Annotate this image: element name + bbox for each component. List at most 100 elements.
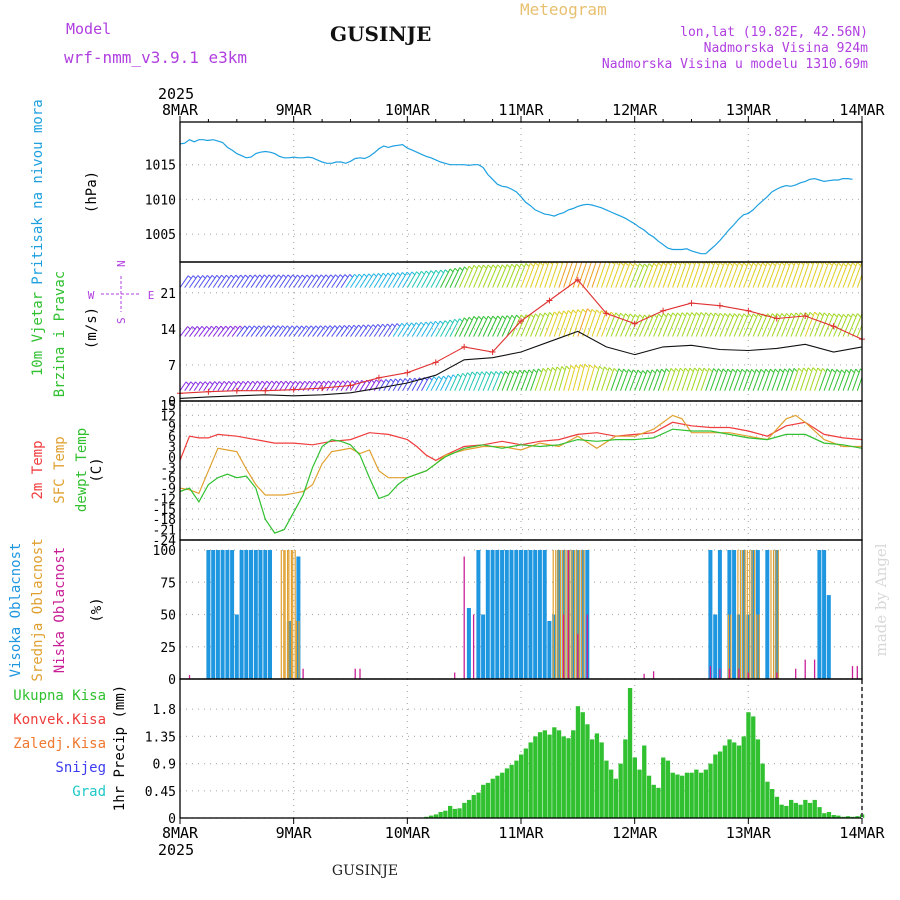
wind-barb	[530, 313, 541, 337]
wind-barb	[222, 325, 231, 337]
precip-bar	[556, 730, 562, 818]
wind-barb	[842, 369, 852, 391]
y-tick-label: -21	[153, 524, 176, 539]
wind-barb	[653, 262, 664, 288]
compass-west: W	[88, 289, 95, 302]
wind-barb	[463, 316, 475, 337]
wind-barb-feather	[770, 368, 774, 373]
wind-barb	[743, 313, 754, 337]
wind-barb-feather	[463, 317, 468, 322]
wind-barb	[312, 274, 322, 288]
wind-barb	[316, 274, 327, 288]
wind-barb-feather	[814, 311, 819, 316]
precip-bar	[613, 778, 618, 818]
wind-barb	[279, 325, 288, 337]
y-tick-label: 14	[160, 323, 176, 338]
precip-bar	[623, 739, 628, 818]
wind-barb	[454, 266, 465, 288]
wind-barb-feather	[563, 310, 567, 315]
wind-barb-feather	[558, 311, 563, 315]
wind-barb-feather	[713, 368, 717, 372]
wind-barb-feather	[841, 369, 845, 374]
cloud-high-bar	[495, 550, 500, 679]
x-tick-label-bottom: 12MAR	[612, 824, 658, 842]
wind-barb-feather	[478, 316, 482, 320]
wind-barb	[539, 312, 550, 337]
wind-barb	[193, 275, 204, 288]
wind-barb-feather	[689, 367, 694, 372]
wind-barb	[553, 366, 563, 391]
wind-gust-marker	[404, 369, 411, 376]
wind-barb-feather	[575, 364, 579, 369]
wind-barb	[435, 375, 444, 391]
wind-barb	[255, 274, 265, 288]
wind-barb-feather	[294, 380, 299, 385]
wind-barb-feather	[447, 375, 452, 379]
wind-barb	[790, 368, 800, 391]
wind-barb	[601, 311, 612, 337]
wind-barb-feather	[591, 308, 596, 313]
y-tick-label: 100	[153, 544, 176, 559]
wind-barb	[421, 321, 432, 337]
wind-barb	[387, 323, 398, 337]
precip-bar	[779, 804, 784, 818]
wind-barb-feather	[516, 263, 520, 268]
wind-barb	[852, 368, 861, 391]
wind-gust-marker	[660, 307, 667, 314]
wind-gust-marker	[290, 386, 297, 393]
y-tick-label: 15	[160, 399, 176, 414]
wind-barb-feather	[625, 313, 629, 317]
wind-barb-feather	[497, 315, 501, 320]
cloud-high-bar	[500, 550, 505, 679]
wind-barb	[444, 319, 456, 337]
wind-barb-feather	[665, 368, 670, 373]
wind-barb-feather	[539, 312, 544, 317]
wind-barb	[482, 315, 494, 337]
wind-barb-feather	[667, 312, 672, 317]
wind-barb-feather	[776, 313, 781, 317]
wind-barb	[501, 315, 513, 337]
precip-bar	[651, 784, 656, 819]
wind-barb	[634, 263, 645, 288]
wind-barb	[799, 367, 809, 391]
precip-bar	[485, 782, 491, 818]
wind-barb	[567, 262, 578, 288]
wind-barb	[378, 272, 389, 288]
precip-bar	[528, 742, 533, 818]
wind-barb	[198, 326, 208, 337]
precip-bar	[590, 739, 595, 818]
wind-barb	[781, 368, 790, 391]
x-tick-label-top: 13MAR	[726, 101, 772, 119]
wind-barb	[799, 262, 810, 288]
y-tick-label: 9	[168, 420, 176, 435]
wind-barb	[226, 325, 236, 337]
wind-barb	[530, 368, 539, 391]
wind-barb-feather	[425, 321, 430, 326]
wind-barb-feather	[579, 364, 584, 368]
wind-barb	[757, 262, 768, 288]
wind-unit: (m/s)	[84, 307, 100, 349]
cloud-high-bar	[263, 550, 268, 679]
cloud-high-bar	[509, 550, 514, 679]
wind-barb-feather	[831, 368, 836, 373]
wind-barb-feather	[752, 262, 757, 267]
wind-barb	[198, 381, 206, 391]
y-tick-label: 50	[160, 609, 176, 624]
wind-barb	[714, 262, 726, 288]
product-title: Meteogram	[520, 0, 607, 19]
wind-barb-feather	[850, 368, 855, 373]
wind-barb-feather	[856, 262, 861, 266]
wind-barb	[245, 380, 254, 391]
wind-barb-feather	[679, 367, 684, 372]
wind-barb-feather	[511, 314, 516, 319]
precip-bar	[732, 742, 737, 818]
wind-barb	[293, 325, 302, 337]
cloud-high-bar	[249, 550, 253, 679]
cloud-high-bar	[211, 550, 216, 679]
wind-barb	[705, 368, 714, 391]
cloud-high-bar	[817, 550, 822, 679]
wind-barb-feather	[254, 274, 259, 279]
wind-barb	[260, 325, 269, 337]
wind-barb	[709, 313, 721, 337]
wind-barb	[359, 273, 370, 288]
